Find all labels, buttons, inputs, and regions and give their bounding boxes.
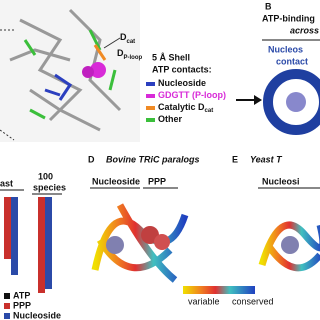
- legend-swatch: [146, 82, 155, 86]
- legend-label: Other: [158, 114, 183, 124]
- bar: [38, 197, 45, 293]
- panel-title: ATP-binding: [262, 13, 315, 23]
- other-contact: [23, 29, 117, 120]
- legend-a: 5 Å Shell ATP contacts: Nucleoside GDGTT …: [146, 52, 226, 124]
- bracket-label: PPP: [148, 176, 166, 186]
- scale-label: variable: [188, 296, 220, 306]
- panel-e: E Yeast T Nucleosi: [232, 154, 320, 272]
- label-sub: P-loop: [124, 55, 143, 61]
- label-text: D: [117, 48, 124, 58]
- catalytic-contact: [93, 44, 107, 61]
- legend-swatch: [146, 118, 155, 122]
- bar: [45, 197, 52, 289]
- label: Dcat: [120, 32, 135, 44]
- label-text: D: [120, 32, 127, 42]
- panel-b: B ATP-binding across Nucleos contact: [262, 1, 320, 135]
- panel-subtitle: across: [290, 25, 319, 35]
- panel-title: Bovine TRiC paralogs: [106, 154, 200, 164]
- panel-d: D Bovine TRiC paralogs Nucleoside PPP va…: [88, 154, 274, 306]
- legend-text: GDGTT (P-loop): [158, 90, 226, 100]
- legend-text: Other: [158, 114, 183, 124]
- legend-title: ATP contacts:: [152, 64, 212, 74]
- legend-label: PPP: [13, 300, 31, 310]
- label-sub: cat: [127, 39, 136, 45]
- legend-label: ATP: [13, 290, 30, 300]
- atp: [106, 236, 124, 254]
- legend-swatch: [4, 293, 10, 299]
- panel-letter: E: [232, 154, 238, 164]
- legend-label: Nucleoside: [158, 78, 206, 88]
- dashed-line: [0, 129, 15, 141]
- ploop-sphere: [82, 66, 94, 78]
- nucleoside-contact: [44, 73, 73, 101]
- ring-label: contact: [276, 56, 308, 66]
- legend-label: GDGTT (P-loop): [158, 90, 226, 100]
- panel-a: Dcat DP-loop: [0, 0, 142, 142]
- group-label: 100: [38, 171, 53, 181]
- legend-swatch: [4, 313, 10, 319]
- ribbon: [91, 203, 189, 283]
- legend-label: Nucleoside: [13, 310, 61, 320]
- group-label: ast: [0, 178, 13, 188]
- label: DP-loop: [117, 48, 142, 60]
- atp: [281, 236, 299, 254]
- bar: [11, 197, 18, 275]
- scale-label: conserved: [232, 296, 274, 306]
- legend-label: Catalytic Dcat: [158, 102, 213, 113]
- backbone: [9, 8, 122, 132]
- atp: [154, 234, 170, 250]
- panel-letter: D: [88, 154, 95, 164]
- ribbon: [258, 221, 320, 272]
- legend-text: Catalytic D: [158, 102, 205, 112]
- pointer: [103, 37, 121, 49]
- legend-sub: cat: [205, 108, 214, 114]
- panel-title: Yeast T: [250, 154, 283, 164]
- atp: [286, 92, 306, 112]
- bracket-label: Nucleosi: [262, 176, 300, 186]
- arrow-head: [254, 95, 262, 105]
- bracket-label: Nucleoside: [92, 176, 140, 186]
- legend-title: 5 Å Shell: [152, 52, 190, 62]
- legend-swatch: [4, 303, 10, 309]
- legend-text: Nucleoside: [158, 78, 206, 88]
- structure-box: [0, 0, 140, 142]
- ploop-sphere: [90, 62, 106, 78]
- bar: [4, 197, 11, 259]
- color-scale: [183, 286, 255, 294]
- legend-swatch: [146, 106, 155, 110]
- ring-label: Nucleos: [268, 44, 303, 54]
- ring: [263, 69, 320, 135]
- panel-letter: B: [265, 1, 272, 11]
- group-label: species: [33, 182, 66, 192]
- legend-swatch: [146, 94, 155, 98]
